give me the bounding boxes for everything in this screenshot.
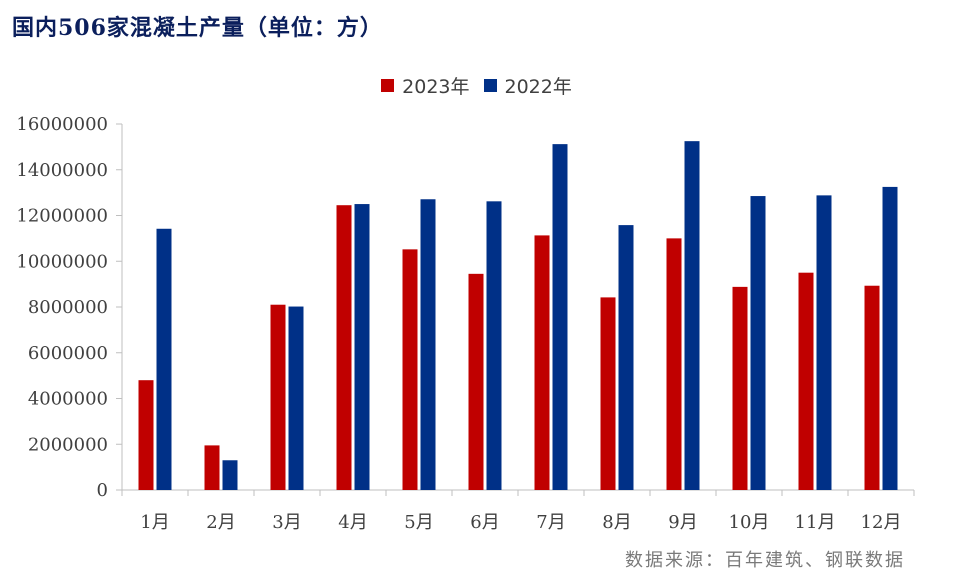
bar-2023 xyxy=(534,235,550,490)
x-tick-label: 12月 xyxy=(861,512,902,533)
y-tick-label: 16000000 xyxy=(16,114,108,135)
y-tick-label: 6000000 xyxy=(28,343,108,364)
legend-item-2022: 2022年 xyxy=(483,72,572,99)
bar-2022 xyxy=(222,460,238,490)
bar-2022 xyxy=(684,141,700,490)
x-tick-label: 2月 xyxy=(206,512,235,533)
bar-2022 xyxy=(420,199,436,491)
x-tick-label: 4月 xyxy=(338,512,367,533)
x-tick-label: 3月 xyxy=(272,512,301,533)
chart-title: 国内506家混凝土产量（单位：方） xyxy=(12,15,383,41)
y-tick-label: 0 xyxy=(97,480,108,501)
x-tick-label: 10月 xyxy=(729,512,770,533)
bar-2022 xyxy=(552,144,568,490)
bar-2023 xyxy=(600,297,616,490)
legend-label-2022: 2022年 xyxy=(504,76,572,98)
bar-2023 xyxy=(270,304,286,490)
legend: 2023年 2022年 xyxy=(0,72,953,99)
bar-2023 xyxy=(138,380,154,490)
bar-2023 xyxy=(336,205,352,491)
bar-2023 xyxy=(666,238,682,490)
y-tick-label: 14000000 xyxy=(16,160,108,181)
y-tick-label: 10000000 xyxy=(16,251,108,272)
bar-2022 xyxy=(750,196,766,490)
y-tick-label: 2000000 xyxy=(28,434,108,455)
data-source-note: 数据来源：百年建筑、钢联数据 xyxy=(625,550,905,571)
legend-swatch-2023 xyxy=(381,79,395,92)
bar-2022 xyxy=(486,201,502,490)
bar-2023 xyxy=(732,286,748,490)
legend-label-2023: 2023年 xyxy=(402,76,470,98)
bar-2022 xyxy=(618,225,634,491)
x-tick-label: 1月 xyxy=(140,512,169,533)
legend-item-2023: 2023年 xyxy=(381,72,470,99)
bar-2022 xyxy=(156,228,172,490)
bar-2023 xyxy=(798,272,814,490)
y-tick-label: 4000000 xyxy=(28,389,108,410)
y-tick-label: 8000000 xyxy=(28,297,108,318)
x-tick-label: 11月 xyxy=(795,512,836,533)
x-tick-label: 7月 xyxy=(536,512,565,533)
x-tick-label: 8月 xyxy=(602,512,631,533)
bar-2023 xyxy=(468,273,484,490)
x-tick-label: 9月 xyxy=(668,512,697,533)
y-tick-label: 12000000 xyxy=(16,206,108,227)
legend-swatch-2022 xyxy=(483,79,497,92)
bar-2023 xyxy=(402,249,418,490)
bar-2022 xyxy=(882,186,898,490)
bar-2022 xyxy=(288,306,304,490)
bar-2022 xyxy=(354,204,370,490)
x-tick-label: 5月 xyxy=(404,512,433,533)
x-tick-label: 6月 xyxy=(470,512,499,533)
bar-2023 xyxy=(864,285,880,490)
bar-2023 xyxy=(204,445,220,490)
bar-2022 xyxy=(816,195,832,490)
